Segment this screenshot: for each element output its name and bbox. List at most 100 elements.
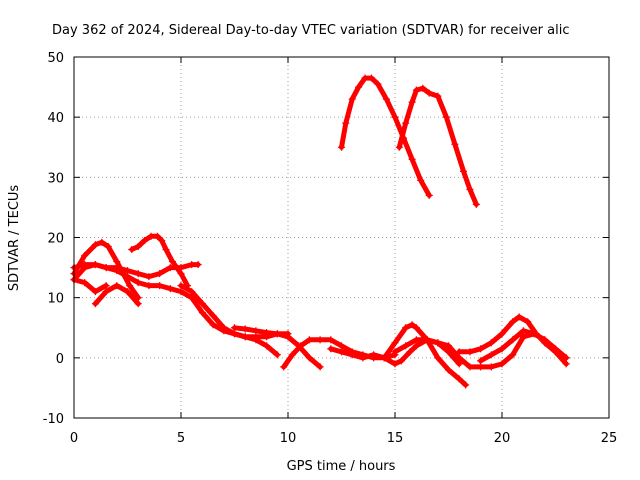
series-line bbox=[396, 85, 479, 207]
data-point bbox=[98, 238, 106, 246]
series-track-11 bbox=[380, 321, 470, 389]
data-point bbox=[91, 261, 99, 269]
data-point bbox=[419, 84, 427, 92]
data-point bbox=[434, 92, 442, 100]
y-tick-label: 40 bbox=[47, 111, 64, 126]
data-point bbox=[188, 261, 196, 269]
data-point bbox=[519, 327, 527, 335]
data-point bbox=[231, 330, 238, 338]
data-point bbox=[391, 348, 399, 356]
data-point bbox=[209, 321, 217, 329]
data-point bbox=[562, 354, 570, 362]
data-series bbox=[70, 74, 570, 389]
data-point bbox=[519, 333, 527, 341]
data-point bbox=[263, 329, 271, 337]
data-point bbox=[91, 241, 99, 249]
data-point bbox=[397, 357, 405, 365]
data-point bbox=[552, 345, 559, 353]
data-point bbox=[367, 74, 375, 82]
y-tick-label: 10 bbox=[47, 292, 64, 307]
series-track-16 bbox=[395, 84, 480, 208]
data-point bbox=[498, 360, 506, 368]
data-point bbox=[263, 342, 271, 350]
data-point bbox=[391, 339, 399, 347]
data-point bbox=[284, 330, 292, 338]
x-tick-label: 5 bbox=[177, 431, 185, 446]
data-point bbox=[417, 176, 425, 184]
data-point bbox=[252, 336, 260, 344]
data-point bbox=[338, 342, 345, 350]
x-tick-label: 25 bbox=[601, 431, 618, 446]
data-point bbox=[147, 232, 155, 240]
data-point bbox=[145, 273, 153, 281]
x-tick-label: 15 bbox=[387, 431, 404, 446]
series-track-4 bbox=[70, 261, 324, 371]
y-tick-label: -10 bbox=[43, 412, 64, 427]
data-point bbox=[128, 246, 136, 254]
data-point bbox=[408, 98, 416, 106]
data-point bbox=[361, 74, 369, 82]
data-point bbox=[177, 288, 185, 296]
data-point bbox=[241, 333, 249, 341]
data-point bbox=[297, 342, 305, 350]
data-point bbox=[166, 264, 174, 272]
data-point bbox=[162, 246, 170, 254]
data-point bbox=[102, 282, 110, 290]
data-point bbox=[423, 336, 431, 344]
data-point bbox=[126, 282, 134, 290]
data-point bbox=[477, 345, 485, 353]
data-point bbox=[194, 261, 202, 269]
data-point bbox=[355, 83, 363, 91]
data-point bbox=[124, 273, 131, 281]
data-point bbox=[541, 336, 549, 344]
chart-title: Day 362 of 2024, Sidereal Day-to-day VTE… bbox=[52, 23, 569, 38]
data-point bbox=[466, 363, 474, 371]
y-tick-label: 20 bbox=[47, 232, 64, 247]
series-line bbox=[71, 277, 109, 295]
data-point bbox=[104, 243, 112, 251]
data-point bbox=[348, 351, 356, 359]
data-point bbox=[113, 282, 121, 290]
data-point bbox=[402, 324, 410, 332]
data-point bbox=[188, 288, 196, 296]
data-point bbox=[434, 354, 442, 362]
data-point bbox=[412, 336, 420, 344]
data-point bbox=[113, 258, 121, 266]
data-point bbox=[487, 351, 495, 359]
data-point bbox=[455, 360, 463, 368]
data-point bbox=[380, 354, 388, 362]
data-point bbox=[81, 279, 89, 287]
data-point bbox=[177, 282, 185, 290]
data-point bbox=[316, 336, 324, 344]
data-point bbox=[134, 279, 142, 287]
data-point bbox=[562, 360, 570, 368]
data-point bbox=[445, 342, 452, 350]
data-point bbox=[338, 143, 345, 151]
data-point bbox=[425, 89, 433, 97]
x-axis-label: GPS time / hours bbox=[287, 459, 396, 474]
data-point bbox=[153, 232, 161, 240]
data-point bbox=[81, 264, 89, 272]
series-track-6 bbox=[91, 282, 142, 308]
data-point bbox=[198, 300, 206, 308]
data-point bbox=[498, 345, 506, 353]
y-tick-label: 30 bbox=[47, 171, 64, 186]
data-point bbox=[124, 288, 131, 296]
data-point bbox=[374, 80, 382, 88]
series-line bbox=[381, 322, 469, 388]
data-point bbox=[288, 351, 296, 359]
data-point bbox=[338, 348, 345, 356]
data-point bbox=[252, 327, 260, 335]
y-tick-label: 50 bbox=[47, 51, 64, 66]
data-point bbox=[509, 336, 517, 344]
data-point bbox=[455, 354, 463, 362]
data-point bbox=[406, 348, 414, 356]
data-point bbox=[327, 345, 335, 353]
data-point bbox=[273, 351, 281, 359]
data-point bbox=[156, 270, 164, 278]
y-tick-label: 0 bbox=[56, 352, 64, 367]
data-point bbox=[391, 113, 399, 121]
data-point bbox=[477, 363, 485, 371]
data-point bbox=[402, 342, 410, 350]
